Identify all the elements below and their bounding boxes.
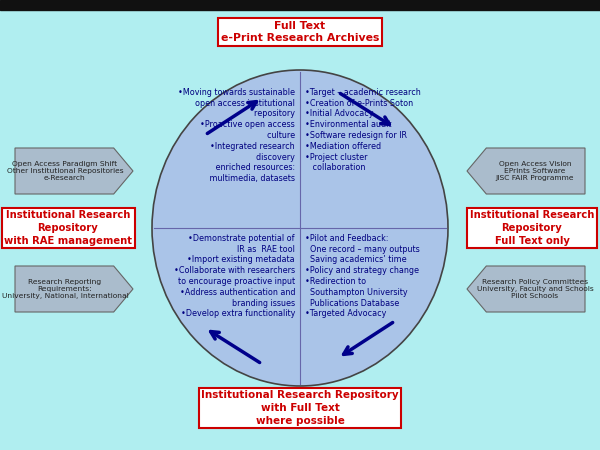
Text: •Moving towards sustainable
  open access institutional
  repository
•Proactive : •Moving towards sustainable open access … [178,88,295,183]
Polygon shape [15,266,133,312]
Text: •Target – academic research
•Creation of e-Prints Soton
•Initial Advocacy
•Envir: •Target – academic research •Creation of… [305,88,421,172]
Text: Full Text
e-Print Research Archives: Full Text e-Print Research Archives [221,21,379,43]
Text: Open Access Paradigm Shift
Other Institutional Repositories
e-Research: Open Access Paradigm Shift Other Institu… [7,161,124,181]
Text: •Pilot and Feedback:
  One record – many outputs
  Saving academics’ time
•Polic: •Pilot and Feedback: One record – many o… [305,234,420,318]
Polygon shape [15,148,133,194]
Text: Institutional Research
Repository
Full Text only: Institutional Research Repository Full T… [470,210,594,246]
Text: •Demonstrate potential of
  IR as  RAE tool
•Import existing metadata
•Collabora: •Demonstrate potential of IR as RAE tool… [173,234,295,318]
Ellipse shape [152,70,448,386]
Polygon shape [467,266,585,312]
Text: Research Policy Committees
University, Faculty and Schools
Pilot Schools: Research Policy Committees University, F… [476,279,593,299]
Text: Institutional Research Repository
with Full Text
where possible: Institutional Research Repository with F… [201,390,399,426]
Bar [0,0,600,10]
Text: Open Access Vision
EPrints Software
JISC FAIR Programme: Open Access Vision EPrints Software JISC… [496,161,574,181]
Text: Research Reporting
Requirements:
University, National, International: Research Reporting Requirements: Univers… [2,279,128,299]
Polygon shape [467,148,585,194]
Text: Institutional Research
Repository
with RAE management: Institutional Research Repository with R… [4,210,132,246]
